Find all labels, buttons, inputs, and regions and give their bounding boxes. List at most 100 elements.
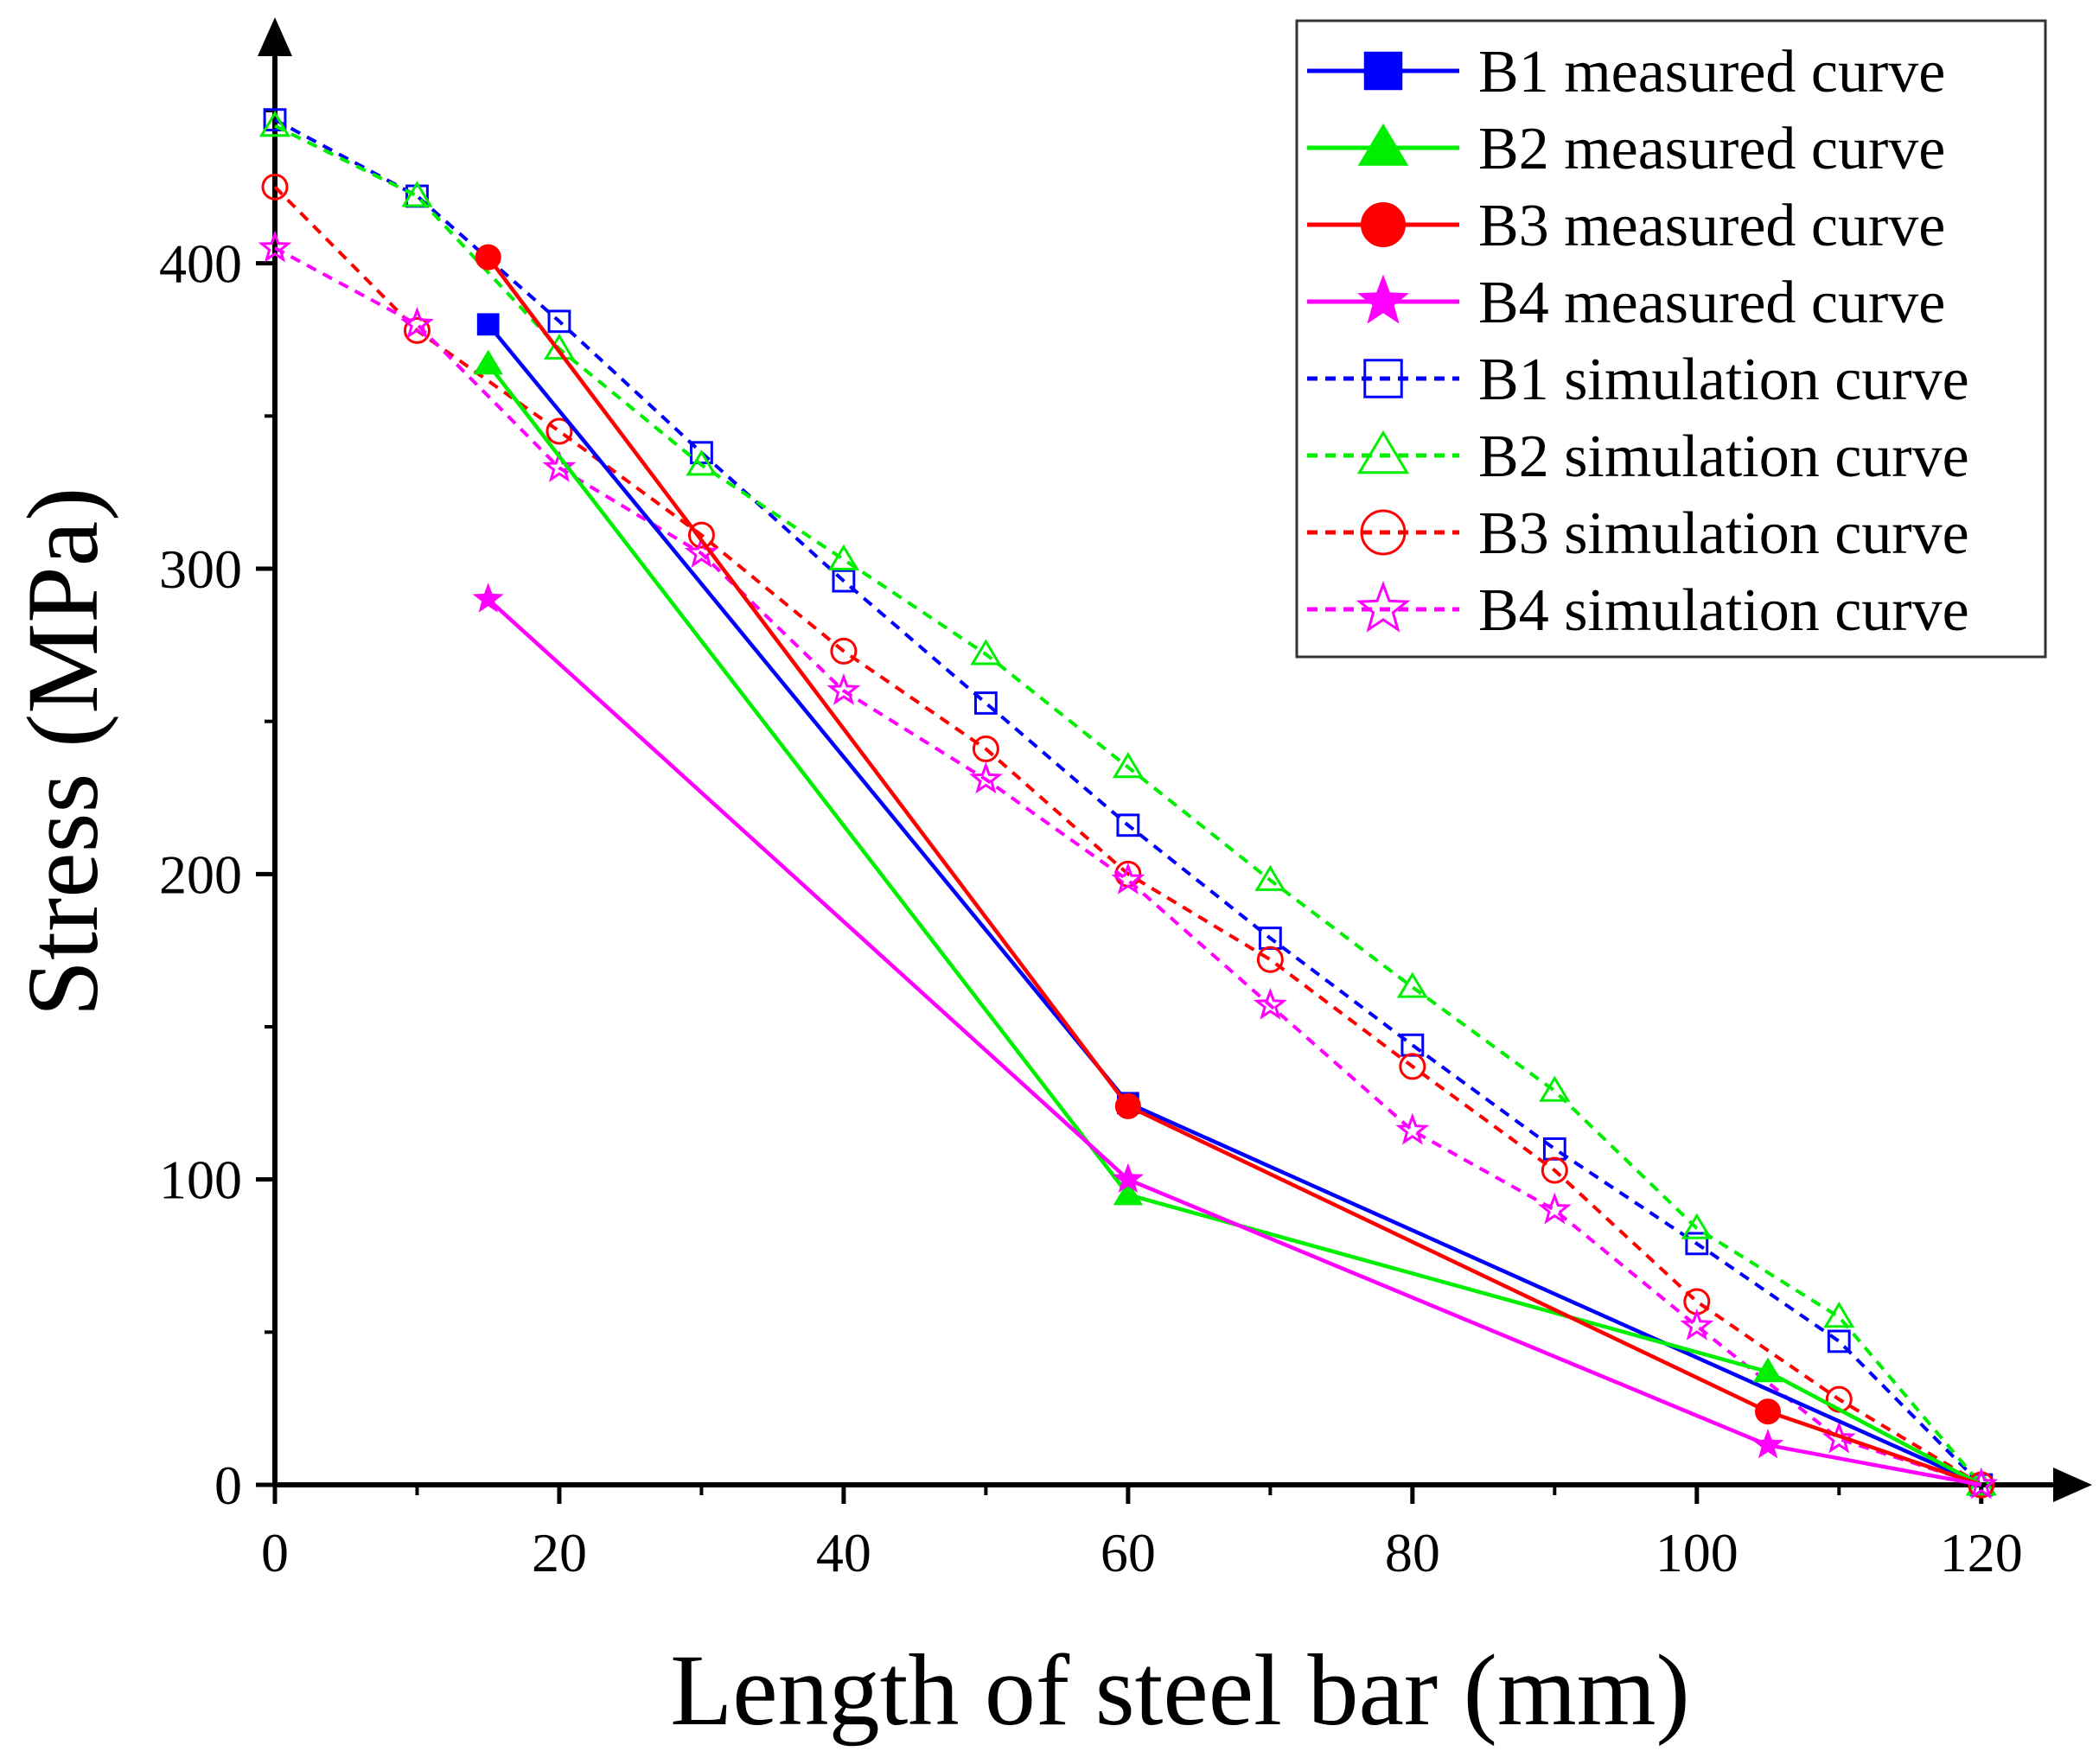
data-point [1537,1192,1572,1225]
series-b2-measured-curve [473,349,1982,1487]
data-point [1399,1053,1426,1080]
data-point [543,333,576,360]
data-point [261,173,289,201]
data-point [542,449,577,482]
legend-entry: B3 simulation curve [1307,500,1969,567]
data-point [1114,1092,1141,1119]
data-point [1113,1180,1144,1206]
data-point [1396,971,1428,998]
series-line [487,597,1982,1487]
legend-entry: B3 measured curve [1307,193,1945,259]
series-b4-simulation-curve [258,230,1999,1500]
legend-marker [1361,202,1406,247]
x-tick-label: 80 [1385,1522,1440,1583]
data-point [1111,862,1145,895]
data-point [970,639,1002,665]
data-point [403,316,431,344]
data-point [258,111,291,137]
legend-label: B1 simulation curve [1478,347,1969,413]
x-tick-label: 40 [816,1522,871,1583]
data-point [968,761,1003,794]
data-point [1539,1075,1571,1102]
legend-marker [1363,51,1403,91]
x-tick-label: 100 [1656,1522,1739,1583]
data-point [547,309,571,334]
data-point [1752,1357,1783,1383]
legend-marker [1357,123,1409,166]
legend-label: B4 simulation curve [1478,577,1969,644]
x-tick-label: 120 [1940,1522,2023,1583]
y-tick-label: 0 [214,1455,242,1516]
legend-label: B2 simulation curve [1478,423,1969,490]
data-point [400,306,434,339]
legend: B1 measured curve B2 measured curve B3 mea… [1295,19,2047,659]
data-point [401,181,433,207]
data-point [1254,864,1286,891]
legend-entry: B1 measured curve [1307,39,1945,105]
series-line [273,185,1982,1487]
legend-box [1295,19,2047,659]
legend-label: B3 measured curve [1478,193,1945,259]
data-point [687,521,715,549]
x-axis-title: Length of steel bar (mm) [670,1633,1690,1747]
data-point [1755,1398,1782,1425]
y-tick-label: 100 [159,1149,242,1211]
series-layer [258,108,1999,1500]
y-tick-label: 300 [159,538,242,600]
legend-entry: B1 simulation curve [1307,347,1969,413]
legend-marker [1360,509,1407,556]
legend-label: B4 measured curve [1478,270,1945,336]
data-point [1685,1232,1709,1256]
data-point [832,569,856,593]
series-line [274,246,1982,1487]
y-axis-arrow [258,17,292,56]
series-b3-measured-curve [475,244,1982,1487]
data-point [1116,813,1140,837]
data-point [473,349,503,375]
data-point [1681,1213,1713,1239]
data-point [476,313,500,336]
data-point [1751,1429,1784,1459]
legend-marker [1363,359,1403,398]
y-tick-label: 200 [159,844,242,905]
series-line [486,362,1982,1487]
data-point [686,449,718,476]
y-axis-title: Stress (MPa) [6,487,119,1017]
legend-marker [1356,274,1410,324]
data-point [972,735,999,762]
legend-entry: B2 simulation curve [1307,423,1969,490]
legend-label: B3 simulation curve [1478,500,1969,567]
data-point [684,535,718,568]
legend-marker [1356,430,1410,474]
data-point [1823,1302,1855,1328]
data-point [258,230,292,263]
x-tick-label: 60 [1101,1522,1156,1583]
data-point [263,108,287,131]
data-point [1827,1329,1851,1353]
x-axis-arrow [2053,1468,2092,1502]
x-tick-label: 0 [261,1522,289,1583]
legend-label: B2 measured curve [1478,116,1945,182]
data-point [1395,1112,1430,1145]
data-point [974,691,998,715]
legend-entry: B2 measured curve [1307,116,1945,182]
data-point [1253,987,1287,1020]
series-line [486,256,1982,1487]
legend-label: B1 measured curve [1478,39,1945,105]
data-point [1541,1156,1568,1184]
y-tick-label: 400 [159,233,242,295]
data-point [826,672,861,705]
legend-entry: B4 simulation curve [1307,577,1969,644]
data-point [475,244,501,271]
series-b4-measured-curve [472,583,1982,1487]
x-tick-label: 20 [532,1522,587,1583]
axes: 0 20 40 60 80 100 120 0 100 200 300 400 [159,17,2092,1583]
data-point [1680,1308,1714,1341]
data-point [830,637,858,665]
data-point [1112,1162,1144,1194]
series-line [274,118,1983,1487]
data-point [545,417,573,445]
legend-entry: B4 measured curve [1307,270,1945,336]
data-point [472,583,504,613]
